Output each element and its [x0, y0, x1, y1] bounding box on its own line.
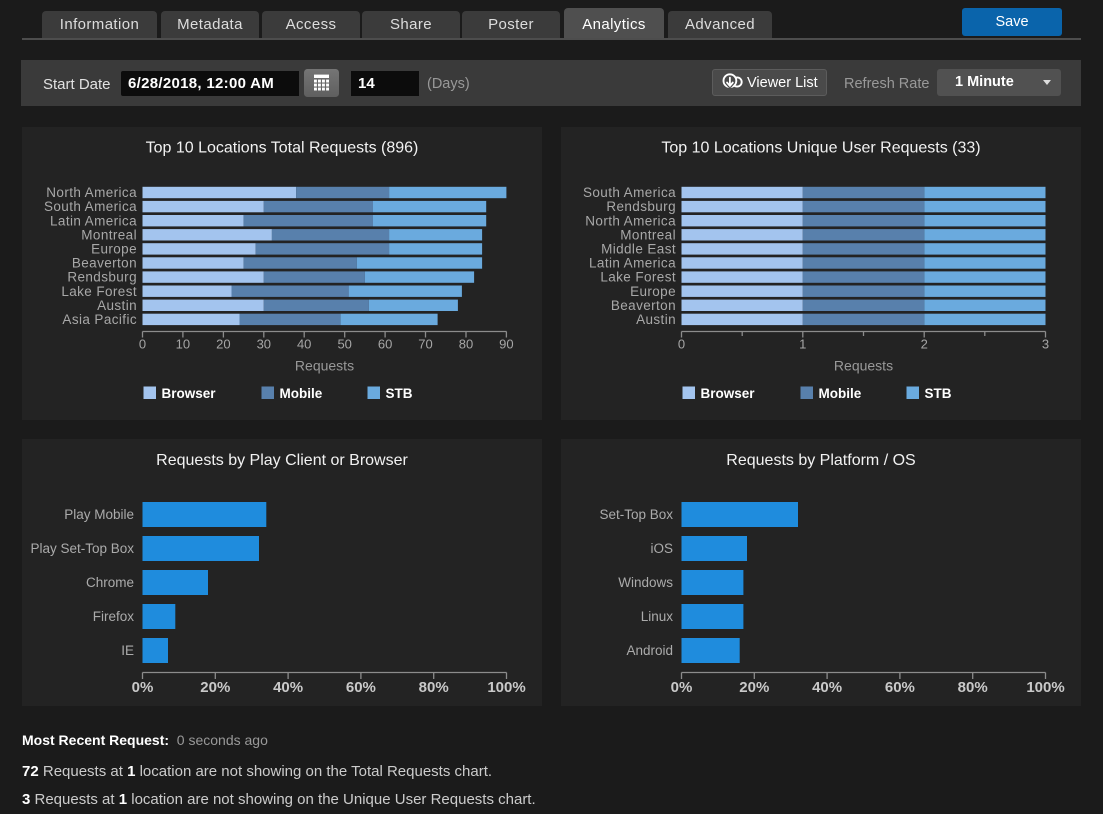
- svg-text:3: 3: [1042, 337, 1049, 352]
- svg-text:Rendsburg: Rendsburg: [606, 199, 676, 214]
- svg-text:Chrome: Chrome: [86, 575, 134, 590]
- svg-text:40: 40: [297, 337, 311, 352]
- svg-text:100%: 100%: [1026, 679, 1064, 696]
- svg-text:0%: 0%: [132, 679, 154, 696]
- svg-text:Europe: Europe: [630, 284, 676, 299]
- svg-text:80%: 80%: [419, 679, 449, 696]
- svg-text:Austin: Austin: [636, 312, 676, 327]
- svg-text:70: 70: [418, 337, 432, 352]
- svg-text:Play Mobile: Play Mobile: [64, 507, 134, 522]
- svg-text:2: 2: [921, 337, 928, 352]
- svg-text:Requests by Platform / OS: Requests by Platform / OS: [726, 452, 915, 469]
- svg-text:Browser: Browser: [701, 386, 756, 401]
- svg-text:80%: 80%: [958, 679, 988, 696]
- svg-text:20: 20: [216, 337, 230, 352]
- svg-text:North America: North America: [46, 185, 137, 200]
- svg-text:Europe: Europe: [91, 242, 137, 257]
- svg-text:Lake Forest: Lake Forest: [600, 270, 676, 285]
- svg-text:IE: IE: [121, 643, 134, 658]
- svg-text:South America: South America: [583, 185, 676, 200]
- svg-text:Top 10 Locations Total Request: Top 10 Locations Total Requests (896): [146, 140, 419, 157]
- svg-text:iOS: iOS: [650, 541, 673, 556]
- svg-text:Linux: Linux: [641, 609, 674, 624]
- svg-text:Set-Top Box: Set-Top Box: [599, 507, 673, 522]
- svg-text:0: 0: [678, 337, 685, 352]
- svg-text:100%: 100%: [487, 679, 525, 696]
- svg-text:Firefox: Firefox: [93, 609, 135, 624]
- svg-text:Lake Forest: Lake Forest: [61, 284, 137, 299]
- svg-text:Latin America: Latin America: [50, 213, 137, 228]
- svg-text:Mobile: Mobile: [819, 386, 862, 401]
- svg-text:Rendsburg: Rendsburg: [67, 270, 137, 285]
- svg-text:Requests by Play Client or Bro: Requests by Play Client or Browser: [156, 452, 408, 469]
- svg-text:60%: 60%: [346, 679, 376, 696]
- svg-text:Beaverton: Beaverton: [611, 298, 676, 313]
- svg-text:Montreal: Montreal: [81, 227, 137, 242]
- svg-text:50: 50: [337, 337, 351, 352]
- svg-text:1: 1: [799, 337, 806, 352]
- svg-text:Latin America: Latin America: [589, 256, 676, 271]
- svg-text:20%: 20%: [739, 679, 769, 696]
- svg-text:Middle East: Middle East: [601, 242, 676, 257]
- svg-text:90: 90: [499, 337, 513, 352]
- svg-text:Browser: Browser: [162, 386, 217, 401]
- svg-text:40%: 40%: [812, 679, 842, 696]
- svg-text:STB: STB: [386, 386, 413, 401]
- svg-text:0%: 0%: [671, 679, 693, 696]
- svg-text:80: 80: [459, 337, 473, 352]
- svg-text:60: 60: [378, 337, 392, 352]
- svg-text:Android: Android: [626, 643, 673, 658]
- svg-text:40%: 40%: [273, 679, 303, 696]
- svg-text:Requests: Requests: [295, 358, 354, 374]
- svg-text:Beaverton: Beaverton: [72, 256, 137, 271]
- svg-text:Requests: Requests: [834, 358, 893, 374]
- svg-text:Mobile: Mobile: [280, 386, 323, 401]
- svg-text:Top 10 Locations Unique User R: Top 10 Locations Unique User Requests (3…: [661, 140, 980, 157]
- svg-text:60%: 60%: [885, 679, 915, 696]
- svg-text:Asia Pacific: Asia Pacific: [62, 312, 137, 327]
- svg-text:Montreal: Montreal: [620, 227, 676, 242]
- svg-text:30: 30: [257, 337, 271, 352]
- svg-text:South America: South America: [44, 199, 137, 214]
- svg-text:0: 0: [139, 337, 146, 352]
- svg-text:Windows: Windows: [618, 575, 673, 590]
- svg-text:Play Set-Top Box: Play Set-Top Box: [30, 541, 134, 556]
- svg-text:10: 10: [176, 337, 190, 352]
- svg-text:North America: North America: [585, 213, 676, 228]
- svg-text:Austin: Austin: [97, 298, 137, 313]
- svg-text:20%: 20%: [200, 679, 230, 696]
- svg-text:STB: STB: [925, 386, 952, 401]
